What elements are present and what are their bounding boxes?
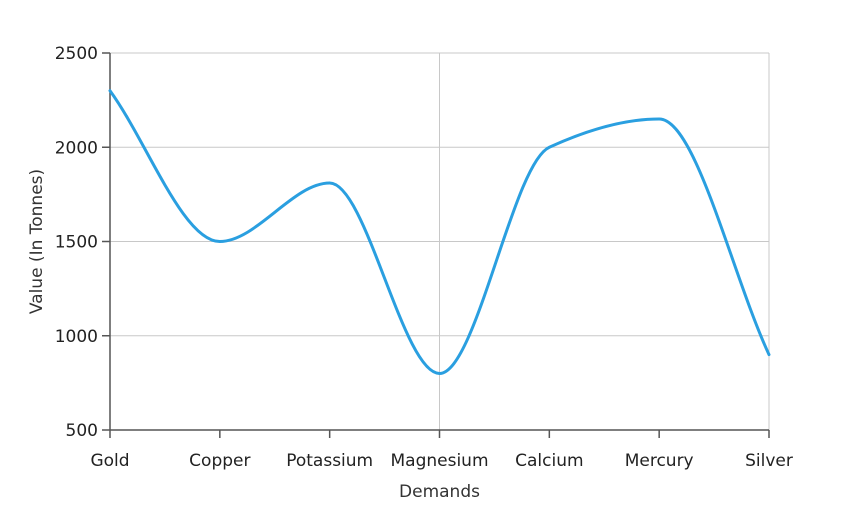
series-line [108, 89, 771, 375]
y-tick-label: 500 [66, 421, 98, 441]
y-axis-ticks: 500 1000 1500 2000 2500 [55, 44, 110, 441]
x-tick-label: Copper [189, 451, 250, 471]
x-tick-label: Potassium [286, 451, 373, 471]
x-tick-label: Silver [745, 451, 793, 471]
x-tick-label: Mercury [625, 451, 694, 471]
x-tick-label: Gold [90, 451, 129, 471]
y-tick-label: 2000 [55, 138, 98, 158]
x-tick-label: Calcium [515, 451, 583, 471]
y-tick-label: 1500 [55, 233, 98, 253]
x-tick-label: Magnesium [390, 451, 488, 471]
x-axis-title: Demands [399, 482, 480, 502]
x-axis-ticks: Gold Copper Potassium Magnesium Calcium Mercu… [90, 430, 793, 471]
y-axis-title: Value (In Tonnes) [27, 169, 47, 314]
y-tick-label: 1000 [55, 327, 98, 347]
y-tick-label: 2500 [55, 44, 98, 64]
series [108, 89, 771, 375]
